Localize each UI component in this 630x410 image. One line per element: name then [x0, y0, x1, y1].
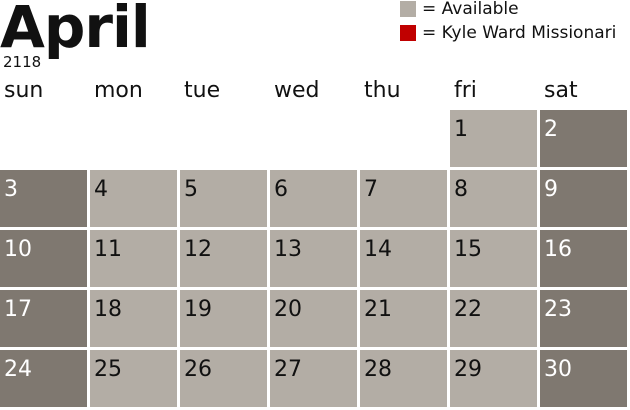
day-cell: 5 [180, 170, 267, 227]
day-cell: 14 [360, 230, 447, 287]
day-cell: 1 [450, 110, 537, 167]
weekday-header: sun [4, 78, 44, 103]
day-cell: 22 [450, 290, 537, 347]
month-title: April [0, 0, 151, 61]
legend-swatch [400, 25, 416, 41]
day-cell: 20 [270, 290, 357, 347]
legend-item: = Kyle Ward Missionari [400, 24, 616, 42]
day-cell: 16 [540, 230, 627, 287]
weekday-header: mon [94, 78, 143, 103]
day-cell: 7 [360, 170, 447, 227]
weekday-header: sat [544, 78, 578, 103]
day-cell: 9 [540, 170, 627, 227]
day-cell: 17 [0, 290, 87, 347]
legend-item: = Available [400, 0, 519, 18]
legend-swatch [400, 1, 416, 17]
weekday-header: fri [454, 78, 477, 103]
day-cell: 11 [90, 230, 177, 287]
day-cell: 3 [0, 170, 87, 227]
day-cell: 12 [180, 230, 267, 287]
day-cell: 13 [270, 230, 357, 287]
day-cell: 30 [540, 350, 627, 407]
day-cell: 19 [180, 290, 267, 347]
legend-label: = Available [422, 0, 519, 19]
day-cell: 27 [270, 350, 357, 407]
day-cell: 21 [360, 290, 447, 347]
legend-label: = Kyle Ward Missionari [422, 23, 617, 43]
day-cell: 18 [90, 290, 177, 347]
weekday-header: tue [184, 78, 221, 103]
day-cell: 23 [540, 290, 627, 347]
day-cell: 28 [360, 350, 447, 407]
day-cell: 15 [450, 230, 537, 287]
weekday-header: thu [364, 78, 401, 103]
day-cell: 6 [270, 170, 357, 227]
day-cell: 29 [450, 350, 537, 407]
day-cell: 4 [90, 170, 177, 227]
day-cell: 2 [540, 110, 627, 167]
day-cell: 8 [450, 170, 537, 227]
day-cell: 25 [90, 350, 177, 407]
day-cell: 10 [0, 230, 87, 287]
year: 2118 [3, 53, 42, 71]
weekday-header: wed [274, 78, 320, 103]
day-cell: 24 [0, 350, 87, 407]
day-cell: 26 [180, 350, 267, 407]
